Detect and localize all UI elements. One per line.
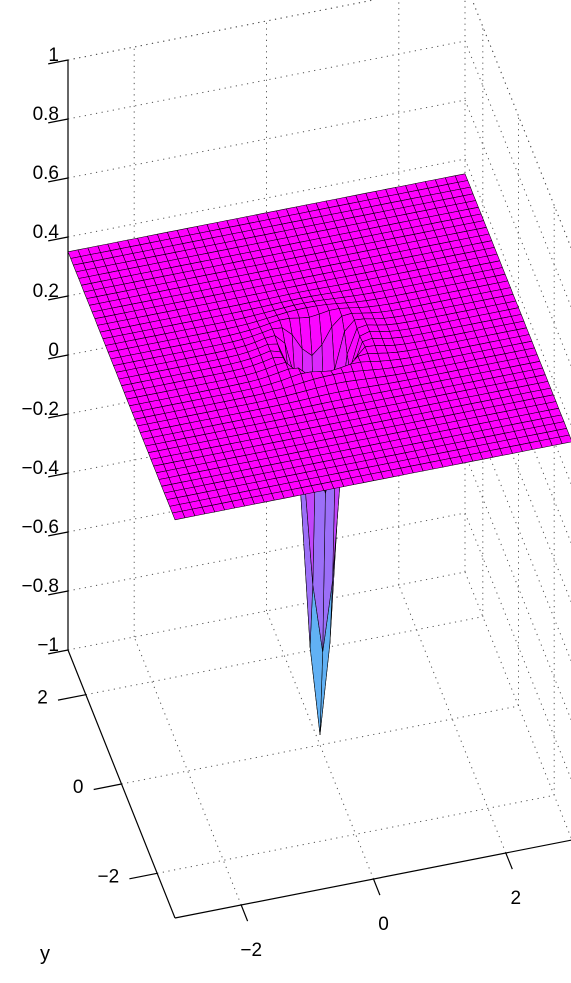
surface-mesh — [67, 173, 571, 735]
grid-line — [67, 512, 466, 592]
x-tick-label: 2 — [511, 888, 522, 909]
z-tick — [48, 649, 69, 655]
z-tick — [48, 177, 69, 183]
y-tick — [93, 783, 122, 791]
grid-line — [157, 794, 555, 874]
grid-line — [121, 705, 519, 785]
grid-line — [464, 335, 571, 603]
z-tick-label: 0 — [48, 340, 59, 361]
z-tick-label: −1 — [37, 635, 59, 656]
surface-patch — [172, 510, 186, 521]
z-tick — [48, 354, 69, 360]
z-tick — [48, 118, 69, 124]
y-axis-label: y — [40, 943, 50, 965]
grid-line — [266, 610, 374, 880]
grid-line — [464, 453, 571, 721]
grid-line — [67, 0, 376, 61]
grid-line — [464, 99, 571, 367]
x-tick — [372, 878, 381, 896]
y-tick — [129, 872, 158, 880]
grid-line — [471, 0, 571, 249]
y-tick-label: −2 — [98, 866, 120, 887]
z-tick-label: −0.8 — [21, 576, 59, 597]
x-tick — [505, 852, 513, 870]
z-tick — [48, 295, 69, 301]
z-tick — [48, 472, 69, 478]
z-tick-label: −0.4 — [21, 458, 59, 479]
z-tick-label: 1 — [48, 45, 59, 66]
grid-line — [464, 512, 571, 780]
y-tick-label: 2 — [37, 688, 48, 709]
z-tick-label: −0.6 — [21, 517, 59, 538]
z-tick-label: −0.2 — [21, 399, 59, 420]
grid-line — [471, 0, 571, 249]
z-tick-label: 0.4 — [33, 222, 60, 243]
grid-line — [67, 158, 466, 238]
z-tick — [48, 236, 69, 242]
z-tick — [48, 59, 69, 65]
z-tick-label: 0.8 — [33, 104, 59, 125]
grid-line — [464, 158, 571, 426]
tick-labels: 1 0.8 0.6 0.4 0.2 0 −0.2 −0.4 −0.6 −0.8 −1 −2 0 2 −2 0 2 — [21, 45, 521, 961]
z-tick — [48, 531, 69, 537]
x-tick-label: 0 — [378, 914, 389, 935]
y-tick — [57, 694, 86, 701]
axes — [48, 59, 571, 922]
grid-line — [464, 276, 571, 544]
y-tick-label: 0 — [73, 777, 84, 798]
grid-line — [67, 0, 376, 61]
grid-line — [133, 636, 242, 906]
z-tick-label: 0.2 — [33, 281, 59, 302]
z-tick — [48, 413, 69, 419]
x-tick — [240, 904, 249, 922]
grid-line — [85, 616, 483, 696]
z-tick — [48, 590, 69, 596]
grid-line — [464, 571, 571, 839]
z-tick-label: 0.6 — [33, 163, 59, 184]
grid-line — [67, 99, 466, 179]
x-tick-label: −2 — [240, 940, 262, 961]
